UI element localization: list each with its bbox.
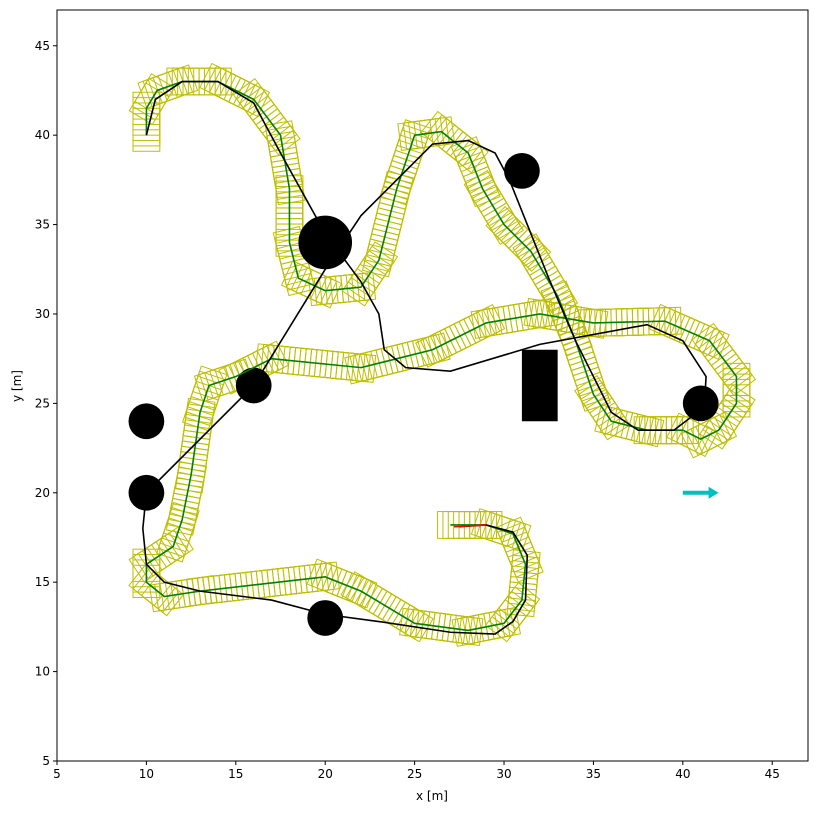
y-axis-label: y [m] (10, 370, 24, 402)
y-tick-label: 10 (35, 665, 50, 679)
x-tick-label: 45 (765, 767, 780, 781)
path-line (145, 80, 738, 632)
obstacle (307, 600, 344, 636)
y-tick-label: 40 (35, 128, 50, 142)
obstacle (682, 385, 719, 422)
y-tick-label: 5 (42, 754, 50, 768)
plot-area (128, 62, 757, 647)
arrow-head (708, 486, 719, 499)
x-tick-label: 10 (139, 767, 154, 781)
obstacle (128, 403, 165, 440)
y-tick-label: 25 (35, 396, 50, 410)
x-tick-label: 5 (53, 767, 61, 781)
y-tick-label: 15 (35, 575, 50, 589)
x-tick-label: 40 (675, 767, 690, 781)
path-line (453, 524, 487, 528)
x-tick-label: 20 (318, 767, 333, 781)
x-tick-label: 35 (586, 767, 601, 781)
rect-obstacle (521, 349, 558, 422)
y-tick-label: 20 (35, 486, 50, 500)
y-tick-label: 35 (35, 218, 50, 232)
obstacle (504, 153, 540, 189)
x-tick-label: 25 (407, 767, 422, 781)
path-line (142, 80, 707, 635)
x-axis-label: x [m] (416, 789, 448, 803)
x-tick-label: 30 (496, 767, 511, 781)
y-tick-label: 45 (35, 39, 50, 53)
x-tick-label: 15 (228, 767, 243, 781)
axes-frame (56, 9, 809, 762)
obstacle (298, 215, 353, 270)
y-tick-label: 30 (35, 307, 50, 321)
